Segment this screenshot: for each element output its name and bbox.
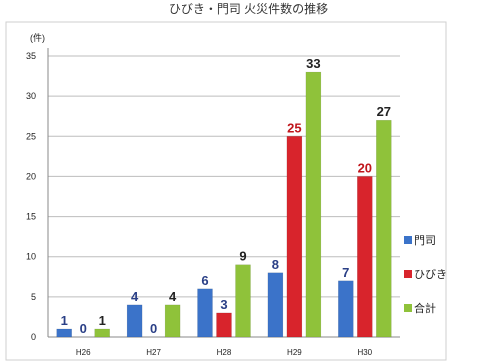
bar-ひびき-H28 bbox=[216, 312, 232, 338]
y-tick-label: 5 bbox=[31, 292, 36, 302]
data-label: 9 bbox=[239, 249, 246, 264]
y-tick-label: 0 bbox=[31, 332, 36, 342]
data-label: 7 bbox=[342, 265, 349, 280]
legend-swatch bbox=[404, 270, 412, 278]
y-tick-label: 25 bbox=[26, 131, 36, 141]
data-label: 25 bbox=[287, 120, 301, 135]
data-label: 0 bbox=[80, 321, 87, 336]
y-tick-label: 35 bbox=[26, 51, 36, 61]
data-label: 20 bbox=[358, 160, 372, 175]
data-label: 33 bbox=[306, 56, 320, 71]
x-category-label: H29 bbox=[287, 348, 302, 357]
legend-swatch bbox=[404, 236, 412, 244]
bar-門司-H27 bbox=[126, 304, 143, 338]
y-tick-label: 30 bbox=[26, 91, 36, 101]
y-tick-label: 15 bbox=[26, 212, 36, 222]
bar-門司-H29 bbox=[267, 272, 284, 338]
bar-合計-H30 bbox=[376, 119, 392, 338]
x-categories: H26 H27 H28 H29 H30 bbox=[76, 348, 373, 357]
legend-label: 合計 bbox=[414, 301, 436, 315]
data-label: 3 bbox=[220, 297, 227, 312]
bars bbox=[56, 71, 392, 338]
x-category-label: H27 bbox=[146, 348, 161, 357]
bar-合計-H28 bbox=[235, 264, 251, 338]
chart-title: ひびき・門司 火災件数の推移 bbox=[168, 2, 329, 16]
bar-門司-H28 bbox=[197, 288, 213, 338]
data-label: 1 bbox=[61, 313, 68, 328]
x-category-label: H26 bbox=[76, 348, 91, 357]
y-tick-label: 20 bbox=[26, 171, 36, 181]
bar-門司-H26 bbox=[56, 328, 72, 338]
y-unit-label: (件) bbox=[30, 32, 45, 43]
data-label: 27 bbox=[377, 104, 391, 119]
legend-swatch bbox=[404, 304, 412, 312]
y-tick-label: 10 bbox=[26, 252, 36, 262]
x-category-label: H28 bbox=[217, 348, 232, 357]
bar-ひびき-H30 bbox=[357, 176, 373, 338]
data-label: 4 bbox=[131, 289, 139, 304]
y-ticks: 0 5 10 15 20 25 30 35 bbox=[26, 51, 36, 342]
data-label: 4 bbox=[169, 289, 177, 304]
plot-frame bbox=[5, 21, 447, 361]
x-category-label: H30 bbox=[357, 348, 372, 357]
data-label: 8 bbox=[272, 257, 279, 272]
bar-ひびき-H29 bbox=[286, 136, 303, 338]
legend-label: ひびき bbox=[414, 268, 447, 281]
gridlines bbox=[48, 55, 400, 298]
bar-合計-H29 bbox=[305, 71, 322, 338]
data-label: 6 bbox=[201, 273, 208, 288]
bar-合計-H26 bbox=[94, 328, 110, 338]
bar-門司-H30 bbox=[338, 280, 354, 338]
legend-label: 門司 bbox=[414, 234, 436, 247]
data-label: 1 bbox=[99, 313, 106, 328]
bar-合計-H27 bbox=[164, 304, 181, 338]
data-label: 0 bbox=[150, 321, 157, 336]
